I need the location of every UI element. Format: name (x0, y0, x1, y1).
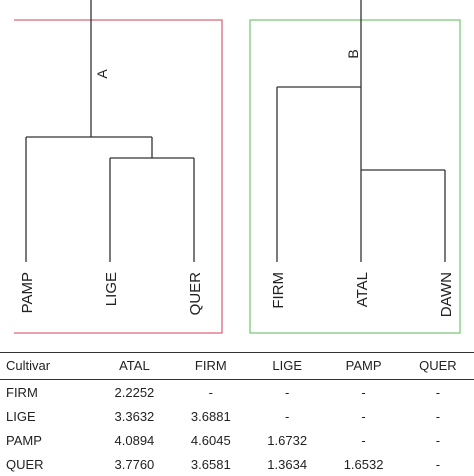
table-row: QUER 3.7760 3.6581 1.3634 1.6532 - (0, 452, 474, 476)
table-cell: 3.7760 (114, 456, 155, 472)
leaf-label-lige: LIGE (103, 272, 120, 306)
leaf-label-atal: ATAL (354, 272, 371, 307)
cluster-a-branches (25, 0, 195, 262)
table-cell: 4.0894 (114, 432, 155, 448)
table-cell: 2.2252 (114, 384, 155, 400)
table-cell: - (285, 384, 290, 400)
cluster-b-label: B (345, 49, 361, 58)
cluster-a-box (14, 19, 223, 334)
leaf-label-firm: FIRM (270, 272, 287, 309)
dendrogram: A B PAMP LIGE QUER FIRM ATAL DAWN (14, 0, 461, 334)
leaf-label-quer: QUER (187, 272, 204, 316)
table-cell: 1.3634 (267, 456, 308, 472)
column-header: PAMP (325, 352, 402, 380)
cluster-b-branches (276, 0, 446, 262)
table-cell: - (435, 432, 441, 448)
table-cell: - (208, 384, 213, 400)
column-header: QUER (401, 352, 474, 380)
column-header: FIRM (172, 352, 249, 380)
table-cell: - (435, 456, 441, 472)
column-header: LIGE (248, 352, 326, 380)
column-header: ATAL (96, 352, 173, 380)
row-label: FIRM (6, 384, 38, 400)
leaf-label-pamp: PAMP (19, 272, 36, 313)
table-row: PAMP 4.0894 4.6045 1.6732 - - (0, 428, 474, 452)
row-label: LIGE (6, 408, 36, 424)
distance-matrix-table: Cultivar ATAL FIRM LIGE PAMP QUER FIRM 2… (0, 352, 474, 476)
row-label: PAMP (6, 432, 42, 448)
leaf-label-dawn: DAWN (438, 272, 455, 317)
cluster-b-box (249, 19, 461, 334)
table-cell: - (361, 384, 366, 400)
table-cell: 3.3632 (114, 408, 155, 424)
table-header-row: Cultivar ATAL FIRM LIGE PAMP QUER (0, 352, 474, 380)
table-cell: 3.6581 (190, 456, 231, 472)
table-row: FIRM 2.2252 - - - - (0, 380, 474, 405)
table-row: LIGE 3.3632 3.6881 - - - (0, 404, 474, 428)
table-cell: 3.6881 (190, 408, 231, 424)
table-cell: - (435, 384, 441, 400)
cluster-a-label: A (94, 69, 110, 79)
column-header: Cultivar (0, 352, 97, 380)
table-cell: 4.6045 (190, 432, 231, 448)
table-cell: - (435, 408, 441, 424)
table-cell: 1.6532 (343, 456, 384, 472)
table-cell: - (285, 408, 290, 424)
row-label: QUER (6, 456, 44, 472)
table-cell: - (361, 408, 366, 424)
table-cell: - (361, 432, 366, 448)
table-cell: 1.6732 (267, 432, 308, 448)
